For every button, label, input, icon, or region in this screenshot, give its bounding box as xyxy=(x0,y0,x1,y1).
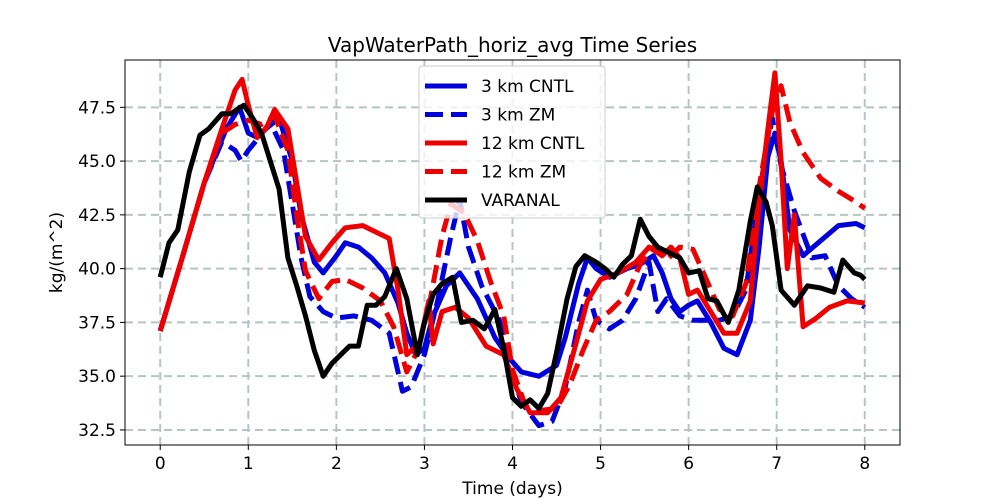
series-line-12-km-zm xyxy=(157,83,867,414)
y-tick-label: 40.0 xyxy=(78,260,116,280)
legend: 3 km CNTL 3 km ZM 12 km CNTL 12 km ZM VARANA… xyxy=(418,65,606,219)
legend-label: 3 km ZM xyxy=(481,106,555,126)
legend-label: 12 km CNTL xyxy=(481,134,585,154)
y-tick-label: 37.5 xyxy=(78,313,116,333)
y-tick-label: 45.0 xyxy=(78,152,116,172)
x-tick-label: 1 xyxy=(243,454,254,474)
legend-box xyxy=(418,65,606,219)
x-tick-label: 6 xyxy=(683,454,694,474)
x-tick-label: 8 xyxy=(859,454,870,474)
axis-ticks: 0 1 2 3 4 5 6 7 8 32.5 35.0 37.5 40.0 42.5 45.0 47.5 xyxy=(78,98,870,474)
y-tick-label: 42.5 xyxy=(78,206,116,226)
x-tick-label: 2 xyxy=(331,454,342,474)
x-tick-label: 5 xyxy=(595,454,606,474)
legend-label: 12 km ZM xyxy=(481,163,566,183)
series-line-varanal xyxy=(157,102,867,411)
y-tick-label: 35.0 xyxy=(78,367,116,387)
chart-title: VapWaterPath_horiz_avg Time Series xyxy=(328,33,697,57)
x-tick-label: 7 xyxy=(771,454,782,474)
legend-label: VARANAL xyxy=(481,191,560,211)
x-tick-label: 3 xyxy=(419,454,430,474)
y-axis-label: kg/(m^2) xyxy=(47,212,67,293)
x-tick-label: 0 xyxy=(155,454,166,474)
y-tick-label: 32.5 xyxy=(78,421,116,441)
y-tick-label: 47.5 xyxy=(78,98,116,118)
x-axis-label: Time (days) xyxy=(461,479,562,499)
x-tick-label: 4 xyxy=(507,454,518,474)
legend-label: 3 km CNTL xyxy=(481,77,574,97)
series-lines xyxy=(157,70,867,429)
plot-frame xyxy=(124,59,901,446)
